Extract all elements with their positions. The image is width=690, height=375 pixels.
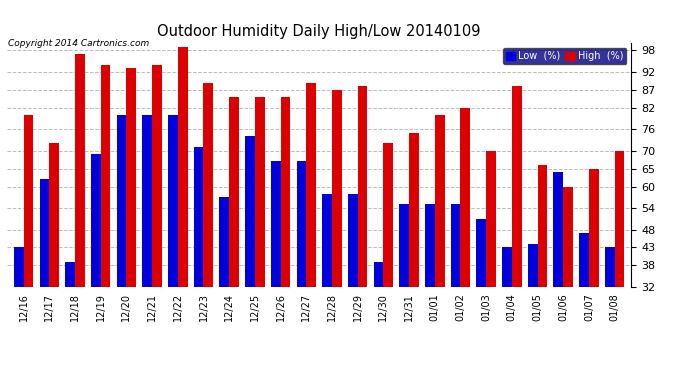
Bar xyxy=(528,244,538,375)
Bar xyxy=(270,161,281,375)
Bar xyxy=(168,115,178,375)
Bar xyxy=(553,172,563,375)
Bar xyxy=(476,219,486,375)
Bar xyxy=(563,186,573,375)
Bar xyxy=(75,54,85,375)
Bar xyxy=(281,97,290,375)
Bar xyxy=(512,86,522,375)
Title: Outdoor Humidity Daily High/Low 20140109: Outdoor Humidity Daily High/Low 20140109 xyxy=(157,24,481,39)
Bar xyxy=(460,108,470,375)
Bar xyxy=(101,64,110,375)
Bar xyxy=(409,133,419,375)
Bar xyxy=(245,136,255,375)
Bar xyxy=(49,144,59,375)
Bar xyxy=(357,86,368,375)
Bar xyxy=(589,169,599,375)
Bar xyxy=(306,82,316,375)
Bar xyxy=(255,97,265,375)
Bar xyxy=(538,165,547,375)
Bar xyxy=(615,151,624,375)
Bar xyxy=(400,204,409,375)
Bar xyxy=(425,204,435,375)
Text: Copyright 2014 Cartronics.com: Copyright 2014 Cartronics.com xyxy=(8,39,150,48)
Bar xyxy=(23,115,33,375)
Bar xyxy=(142,115,152,375)
Bar xyxy=(605,248,615,375)
Bar xyxy=(14,248,23,375)
Bar xyxy=(451,204,460,375)
Bar xyxy=(66,262,75,375)
Bar xyxy=(126,68,136,375)
Bar xyxy=(219,197,229,375)
Bar xyxy=(91,154,101,375)
Bar xyxy=(332,90,342,375)
Bar xyxy=(194,147,204,375)
Bar xyxy=(229,97,239,375)
Bar xyxy=(579,233,589,375)
Bar xyxy=(435,115,444,375)
Bar xyxy=(204,82,213,375)
Bar xyxy=(39,179,49,375)
Bar xyxy=(297,161,306,375)
Bar xyxy=(373,262,384,375)
Bar xyxy=(348,194,357,375)
Bar xyxy=(178,47,188,375)
Bar xyxy=(486,151,496,375)
Bar xyxy=(152,64,162,375)
Bar xyxy=(117,115,126,375)
Bar xyxy=(502,248,512,375)
Bar xyxy=(384,144,393,375)
Legend: Low  (%), High  (%): Low (%), High (%) xyxy=(503,48,627,64)
Bar xyxy=(322,194,332,375)
